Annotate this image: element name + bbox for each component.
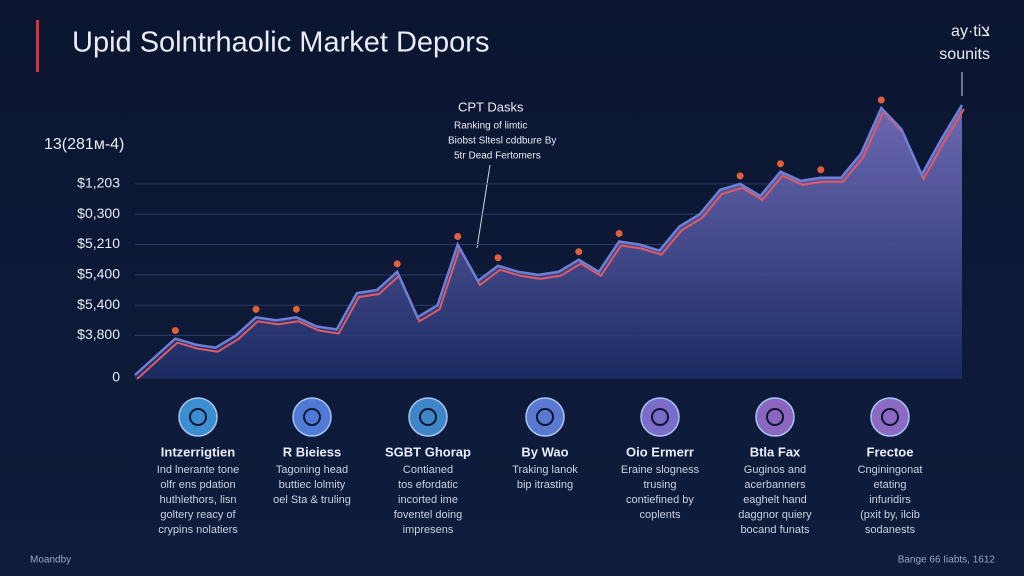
feature-text: infuridirs <box>869 494 911 506</box>
feature-title: R Bieiess <box>283 444 342 459</box>
feature-icon <box>408 397 448 437</box>
feature-text: coplents <box>640 509 681 521</box>
feature-text: Cnginingonat <box>858 464 923 476</box>
annotation-title: CPT Dasks <box>458 99 524 114</box>
feature-text: Tagoning head <box>276 464 348 476</box>
feature-title: By Wao <box>521 444 568 459</box>
feature-icon <box>525 397 565 437</box>
feature-icon-core <box>766 408 784 426</box>
peak-dot <box>736 172 744 180</box>
feature-text: Guginos and <box>744 464 806 476</box>
feature-icon <box>755 397 795 437</box>
feature-text: etating <box>873 479 906 491</box>
feature-text: Traking lanok <box>512 464 578 476</box>
feature-title: Frectoe <box>867 444 914 459</box>
features: Intzerrigtien Ind lnerante tone olfr ens p… <box>157 397 923 536</box>
feature-text: foventel doing <box>394 509 463 521</box>
feature-text: bocand funats <box>740 524 810 536</box>
feature-text: impresens <box>403 524 454 536</box>
peak-dot <box>494 254 502 262</box>
peak-dot <box>292 305 300 313</box>
feature-icon <box>178 397 218 437</box>
peak-dot <box>171 327 179 335</box>
line <box>134 104 964 376</box>
y-tick-label: 0 <box>112 369 120 385</box>
area <box>135 105 962 378</box>
feature-icon-core <box>419 408 437 426</box>
feature-title: Intzerrigtien <box>161 444 235 459</box>
feature-text: Ind lnerante tone <box>157 464 240 476</box>
feature-text: acerbanners <box>744 479 806 491</box>
feature-text: Contianed <box>403 464 453 476</box>
feature-title: Btla Fax <box>750 444 801 459</box>
feature-icon-core <box>189 408 207 426</box>
feature-icon-core <box>881 408 899 426</box>
peak-dot <box>393 260 401 268</box>
footer-right: Bange 66 Iiabts, 1612 <box>898 555 996 566</box>
y-tick-label: $3,800 <box>77 326 120 342</box>
feature-title: SGBT Ghorap <box>385 444 471 459</box>
peak-dot <box>575 248 583 256</box>
y-tick-label: $5,400 <box>77 266 120 282</box>
chart: 0 $3,800 $5,400 $5,400 $5,210 $0,300 $1,203 <box>77 96 965 385</box>
feature-icon-core <box>303 408 321 426</box>
feature-text: eaghelt hand <box>743 494 807 506</box>
feature-text: contiefined by <box>626 494 694 506</box>
peak-dot <box>252 305 260 313</box>
y-tick-label: $1,203 <box>77 175 120 191</box>
feature-text: olfr ens pdation <box>160 479 235 491</box>
feature-text: tos efordatic <box>398 479 458 491</box>
feature-text: crypins nolatiers <box>158 524 238 536</box>
feature-text: Eraine slogness <box>621 464 700 476</box>
feature-text: incorted ime <box>398 494 458 506</box>
feature-text: (pxit by, ilcib <box>860 509 920 521</box>
peak-dot <box>454 233 462 241</box>
annotation-line <box>476 164 491 249</box>
footer-left: Moandby <box>30 555 71 566</box>
corner-text: sounits <box>939 46 990 63</box>
line-glow <box>136 108 965 380</box>
corner-text: ay·tiצ <box>951 23 990 40</box>
feature-text: oel Sta & truling <box>273 494 351 506</box>
y-tick-label: $0,300 <box>77 205 120 221</box>
peak-dot <box>776 160 784 168</box>
y-axis-label: 13(281ᴍ-4) <box>44 136 124 153</box>
feature-text: bip itrasting <box>517 479 573 491</box>
feature-text: trusing <box>643 479 676 491</box>
peak-dot <box>817 166 825 174</box>
feature-icon <box>292 397 332 437</box>
feature-text: buttiec lolmity <box>279 479 346 491</box>
feature-icon <box>640 397 680 437</box>
feature-icon <box>870 397 910 437</box>
annotation-text: 5tr Dead Fertomers <box>454 151 541 162</box>
feature-text: sodanests <box>865 524 916 536</box>
annotation-text: Biobst Sltesl cddbure By <box>448 136 556 147</box>
peak-dot <box>615 230 623 237</box>
feature-icon-core <box>536 408 554 426</box>
feature-text: daggnor quiery <box>738 509 812 521</box>
feature-title: Oio Ermerr <box>626 444 694 459</box>
title: Upid Solntrhaolic Market Depors <box>72 27 489 59</box>
feature-text: goltery reacy of <box>160 509 236 521</box>
annotation-text: Ranking of limtic <box>454 121 527 132</box>
peak-dot <box>877 96 885 104</box>
feature-icon-core <box>651 408 669 426</box>
y-tick-label: $5,210 <box>77 235 120 251</box>
accent-bar <box>36 20 39 72</box>
y-tick-label: $5,400 <box>77 296 120 312</box>
feature-text: huthlethors, lisn <box>159 494 236 506</box>
